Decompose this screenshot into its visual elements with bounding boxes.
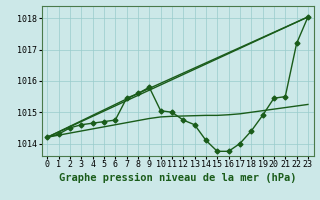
X-axis label: Graphe pression niveau de la mer (hPa): Graphe pression niveau de la mer (hPa) (59, 173, 296, 183)
